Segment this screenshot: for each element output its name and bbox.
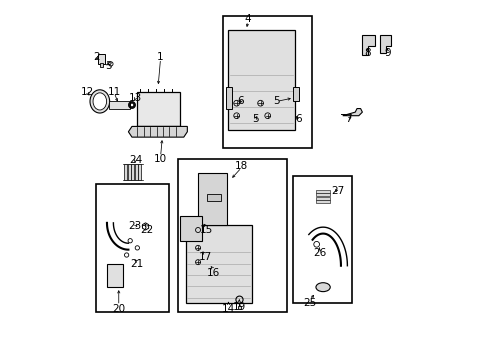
Ellipse shape	[315, 283, 329, 292]
Text: 21: 21	[130, 259, 143, 269]
Ellipse shape	[93, 93, 106, 110]
Bar	[223, 16, 312, 148]
Text: 2: 2	[93, 52, 100, 62]
Text: 27: 27	[330, 186, 343, 196]
Bar	[238, 306, 241, 309]
Text: 24: 24	[129, 156, 142, 165]
Text: 20: 20	[112, 303, 125, 314]
Text: 11: 11	[107, 87, 121, 98]
Polygon shape	[128, 126, 187, 137]
Text: 19: 19	[232, 302, 245, 312]
Text: 1: 1	[157, 52, 163, 62]
Text: 7: 7	[344, 114, 351, 124]
Text: 18: 18	[235, 161, 248, 171]
FancyBboxPatch shape	[292, 87, 299, 102]
Text: 25: 25	[302, 298, 316, 308]
Bar	[135, 164, 138, 180]
Ellipse shape	[90, 90, 109, 113]
Polygon shape	[342, 109, 362, 116]
Bar	[95, 184, 169, 312]
Bar	[131, 164, 134, 180]
Text: 6: 6	[294, 114, 301, 124]
Bar	[315, 193, 329, 196]
Text: 4: 4	[244, 14, 251, 24]
FancyBboxPatch shape	[206, 194, 220, 202]
Bar	[124, 164, 127, 180]
Text: 26: 26	[312, 248, 325, 258]
Bar	[127, 164, 130, 180]
Text: 3: 3	[104, 61, 111, 71]
FancyBboxPatch shape	[108, 101, 130, 109]
Text: 13: 13	[129, 93, 142, 103]
Polygon shape	[362, 35, 374, 55]
FancyBboxPatch shape	[137, 93, 180, 126]
Text: 22: 22	[141, 225, 154, 235]
FancyBboxPatch shape	[185, 225, 251, 303]
Bar	[292, 176, 351, 303]
Text: 14: 14	[222, 303, 235, 314]
Bar	[178, 158, 287, 312]
FancyBboxPatch shape	[180, 216, 201, 241]
FancyBboxPatch shape	[228, 30, 294, 130]
Text: 10: 10	[154, 154, 167, 163]
Bar	[315, 197, 329, 200]
Text: 6: 6	[237, 96, 244, 107]
Bar	[315, 190, 329, 193]
FancyBboxPatch shape	[198, 173, 226, 225]
Text: 17: 17	[198, 252, 211, 262]
Text: 9: 9	[383, 48, 390, 58]
Text: 8: 8	[364, 48, 370, 58]
Bar	[98, 54, 105, 64]
Bar	[100, 63, 103, 67]
FancyBboxPatch shape	[107, 264, 123, 287]
Polygon shape	[380, 35, 390, 53]
FancyBboxPatch shape	[225, 87, 232, 109]
Text: 16: 16	[206, 268, 220, 278]
Text: 12: 12	[81, 87, 94, 98]
Bar	[138, 164, 141, 180]
Text: 5: 5	[251, 114, 258, 124]
Bar	[315, 201, 329, 203]
Text: 5: 5	[273, 96, 280, 107]
Text: 15: 15	[199, 225, 212, 235]
Text: 23: 23	[128, 221, 141, 231]
